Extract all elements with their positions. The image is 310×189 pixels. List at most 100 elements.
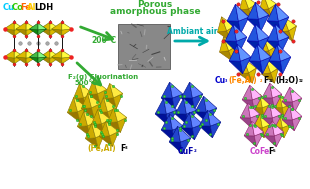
Polygon shape [40, 22, 50, 30]
Polygon shape [244, 59, 256, 73]
Text: LDH: LDH [34, 3, 53, 12]
Polygon shape [262, 105, 271, 118]
Polygon shape [199, 110, 210, 126]
Polygon shape [240, 73, 252, 83]
Polygon shape [50, 57, 60, 64]
Polygon shape [269, 61, 283, 74]
Polygon shape [249, 68, 256, 83]
Polygon shape [267, 4, 278, 21]
Polygon shape [78, 107, 87, 122]
Polygon shape [73, 83, 83, 99]
Polygon shape [219, 51, 232, 61]
Polygon shape [38, 51, 46, 58]
Polygon shape [77, 126, 90, 137]
Text: Ambiant air: Ambiant air [167, 27, 217, 36]
Polygon shape [273, 94, 282, 108]
Polygon shape [282, 102, 294, 113]
Polygon shape [259, 9, 272, 19]
Polygon shape [40, 50, 50, 58]
Polygon shape [262, 98, 274, 109]
Polygon shape [237, 37, 247, 54]
Polygon shape [51, 22, 62, 30]
Text: F: F [120, 144, 125, 153]
Polygon shape [259, 51, 272, 61]
Text: (Fe,Al): (Fe,Al) [87, 144, 116, 153]
Polygon shape [29, 29, 38, 35]
Polygon shape [247, 41, 261, 54]
Polygon shape [252, 96, 262, 111]
Polygon shape [282, 105, 292, 120]
Polygon shape [109, 131, 119, 146]
Polygon shape [278, 17, 289, 34]
Polygon shape [250, 85, 262, 100]
Polygon shape [99, 136, 112, 146]
Polygon shape [264, 136, 276, 147]
Polygon shape [229, 46, 237, 61]
Polygon shape [272, 94, 282, 109]
Polygon shape [92, 123, 105, 138]
Polygon shape [262, 118, 274, 129]
Polygon shape [40, 57, 50, 64]
Polygon shape [50, 50, 60, 58]
Polygon shape [97, 112, 110, 122]
Polygon shape [269, 4, 277, 19]
Polygon shape [184, 98, 197, 114]
Polygon shape [26, 50, 36, 58]
Polygon shape [273, 108, 284, 118]
Text: Fe: Fe [259, 147, 269, 156]
Polygon shape [117, 117, 127, 132]
Polygon shape [247, 2, 259, 19]
Polygon shape [282, 105, 291, 118]
Polygon shape [264, 121, 274, 136]
Polygon shape [195, 96, 206, 112]
Polygon shape [244, 121, 254, 136]
Polygon shape [16, 57, 26, 64]
Polygon shape [113, 93, 123, 108]
Polygon shape [67, 98, 78, 113]
Polygon shape [247, 24, 259, 41]
Polygon shape [77, 112, 87, 127]
Polygon shape [51, 57, 62, 64]
Text: Cu: Cu [3, 3, 15, 12]
Polygon shape [282, 120, 294, 131]
Polygon shape [292, 98, 302, 113]
Polygon shape [181, 82, 193, 98]
Polygon shape [272, 121, 284, 136]
Text: amorphous phase: amorphous phase [110, 7, 200, 16]
Polygon shape [270, 103, 282, 118]
Text: Fe: Fe [20, 3, 31, 12]
Polygon shape [280, 31, 292, 41]
Text: (H₂O): (H₂O) [276, 76, 299, 85]
Polygon shape [161, 114, 172, 130]
Polygon shape [95, 133, 105, 149]
Polygon shape [274, 132, 284, 147]
Polygon shape [51, 50, 62, 58]
Polygon shape [4, 50, 14, 58]
Polygon shape [227, 21, 241, 34]
Polygon shape [175, 114, 188, 126]
Text: 200°C: 200°C [91, 36, 116, 45]
Polygon shape [253, 108, 264, 118]
Polygon shape [240, 103, 250, 118]
Polygon shape [259, 37, 269, 54]
Polygon shape [40, 29, 50, 36]
Polygon shape [259, 37, 269, 52]
Polygon shape [50, 29, 60, 36]
Text: Al: Al [27, 3, 37, 12]
Text: CuF: CuF [178, 147, 194, 156]
Polygon shape [282, 87, 292, 102]
Polygon shape [240, 59, 249, 74]
Polygon shape [195, 112, 208, 124]
Polygon shape [51, 29, 62, 36]
Polygon shape [180, 138, 191, 154]
Polygon shape [280, 17, 289, 32]
Polygon shape [208, 110, 221, 126]
Polygon shape [262, 73, 274, 83]
Polygon shape [26, 29, 36, 36]
Polygon shape [262, 124, 271, 138]
Polygon shape [88, 93, 101, 108]
Polygon shape [91, 124, 104, 135]
Text: Porous: Porous [137, 0, 173, 9]
Polygon shape [155, 114, 168, 126]
Polygon shape [161, 98, 175, 110]
